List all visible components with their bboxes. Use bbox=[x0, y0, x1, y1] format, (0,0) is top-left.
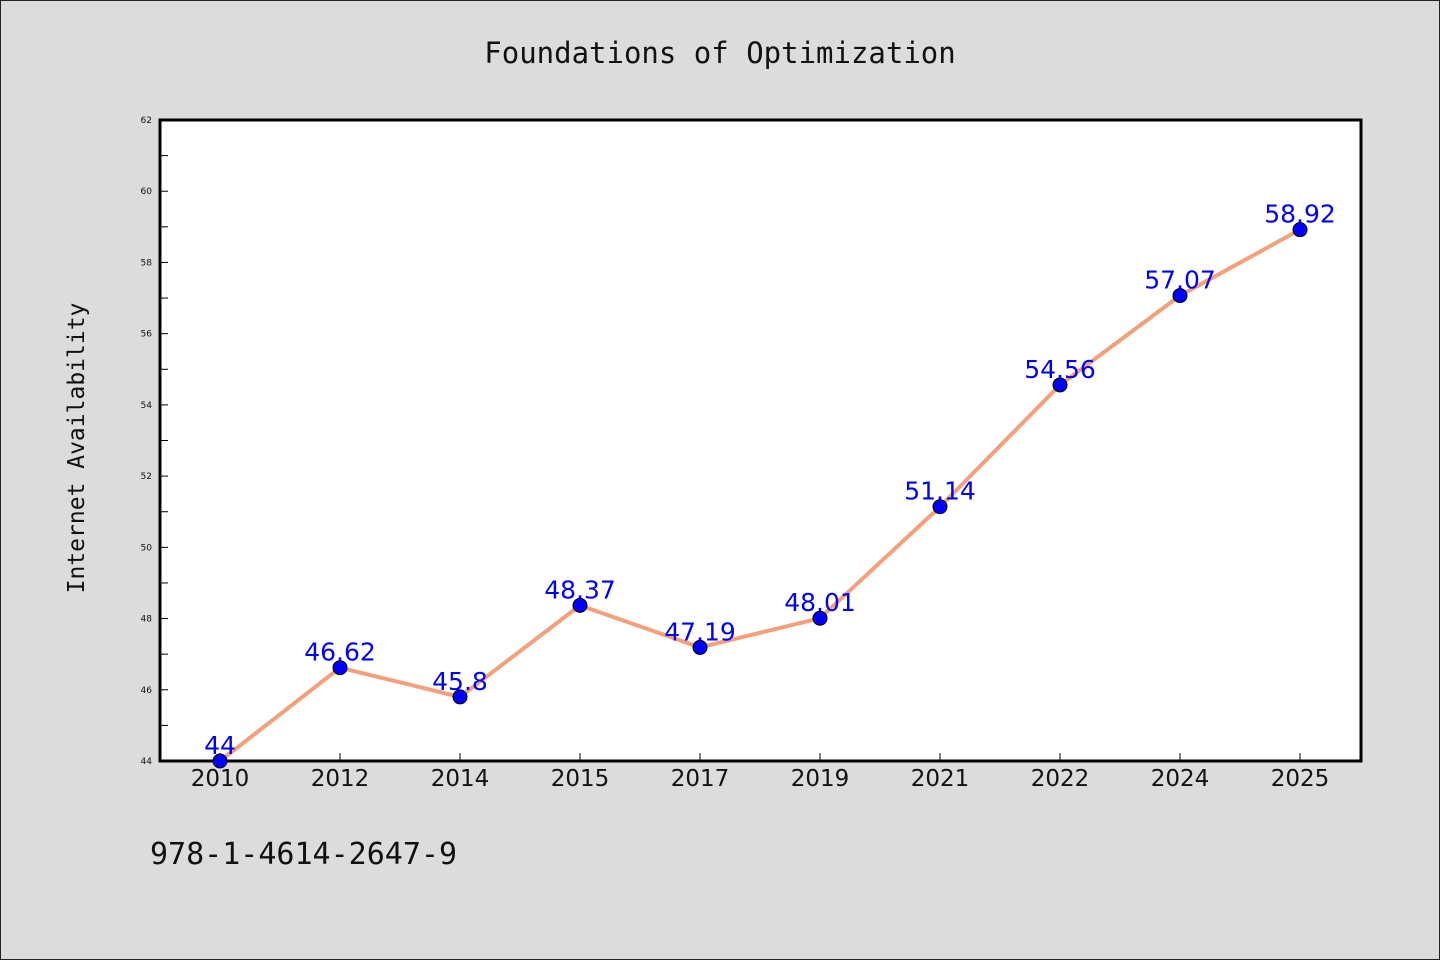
y-tick-label: 44 bbox=[141, 757, 153, 767]
x-tick-label: 2014 bbox=[431, 766, 490, 792]
y-tick-label: 48 bbox=[141, 615, 153, 625]
data-point bbox=[332, 660, 348, 676]
data-point bbox=[572, 597, 588, 613]
y-tick-label: 56 bbox=[141, 330, 153, 340]
y-tick-label: 60 bbox=[141, 187, 153, 197]
data-point bbox=[1052, 377, 1068, 393]
x-tick-label: 2012 bbox=[311, 766, 370, 792]
y-axis-label: Internet Availability bbox=[64, 303, 90, 594]
x-tick-label: 2017 bbox=[671, 766, 730, 792]
isbn-text: 978-1-4614-2647-9 bbox=[150, 837, 457, 872]
chart-title: Foundations of Optimization bbox=[484, 36, 955, 70]
data-label: 58.92 bbox=[1264, 200, 1336, 229]
x-tick-label: 2010 bbox=[191, 766, 250, 792]
data-label: 48.37 bbox=[544, 575, 616, 604]
data-point bbox=[452, 689, 468, 705]
plot-area bbox=[158, 118, 1363, 763]
x-tick-label: 2015 bbox=[551, 766, 610, 792]
data-label: 46.62 bbox=[304, 638, 376, 667]
series-line bbox=[218, 227, 1301, 763]
x-tick-label: 2024 bbox=[1151, 766, 1210, 792]
data-label: 45.8 bbox=[432, 667, 488, 696]
data-point bbox=[1292, 222, 1308, 238]
y-tick-label: 46 bbox=[141, 686, 153, 696]
x-tick-label: 2019 bbox=[791, 766, 850, 792]
data-point bbox=[932, 499, 948, 515]
y-tick-label: 58 bbox=[141, 258, 153, 268]
x-tick-label: 2025 bbox=[1271, 766, 1330, 792]
data-label: 54.56 bbox=[1024, 355, 1096, 384]
x-tick-label: 2021 bbox=[911, 766, 970, 792]
data-label: 57.07 bbox=[1144, 266, 1216, 295]
x-axis: 2010 2012 2014 2015 2017 2019 2021 2022 2024 2025 bbox=[191, 753, 1330, 792]
data-label: 47.19 bbox=[664, 617, 736, 646]
series-layer: 44 46.62 45.8 48.37 47.19 48.01 51.14 54.56 57.0… bbox=[204, 200, 1336, 769]
data-point bbox=[692, 639, 708, 655]
data-point bbox=[812, 610, 828, 626]
data-label: 48.01 bbox=[784, 588, 856, 617]
data-label: 51.14 bbox=[904, 477, 976, 506]
y-tick-label: 52 bbox=[141, 472, 152, 482]
y-axis: 44 46 48 50 52 54 56 58 60 62 bbox=[141, 116, 168, 767]
y-tick-label: 54 bbox=[141, 401, 153, 411]
data-point bbox=[1172, 288, 1188, 304]
data-label: 44 bbox=[204, 731, 236, 760]
y-tick-label: 50 bbox=[141, 543, 153, 553]
y-tick-label: 62 bbox=[141, 116, 152, 126]
data-point bbox=[212, 753, 228, 769]
x-tick-label: 2022 bbox=[1031, 766, 1090, 792]
